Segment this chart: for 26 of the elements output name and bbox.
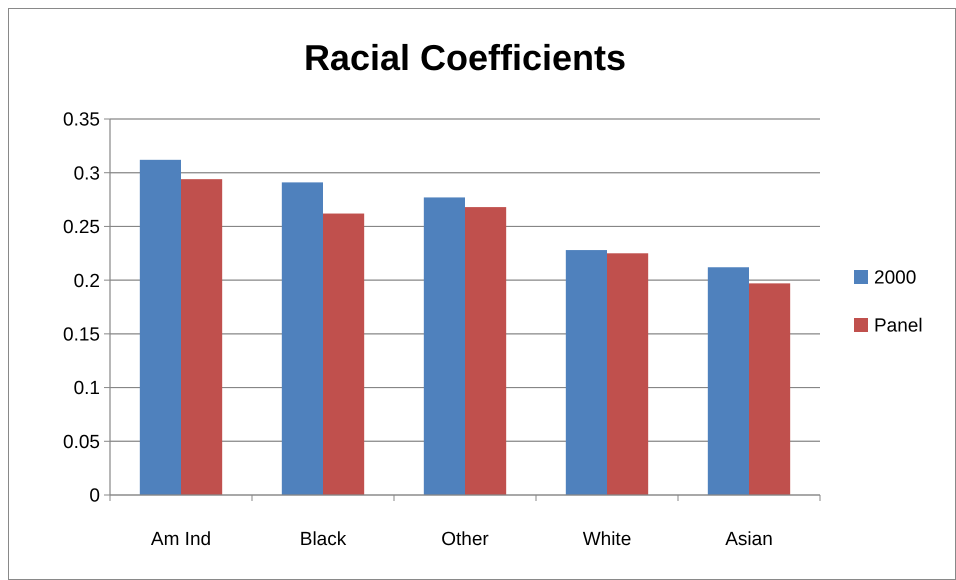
y-tick-label: 0.25 xyxy=(63,217,100,238)
bar xyxy=(465,207,506,495)
chart-title: Racial Coefficients xyxy=(304,37,626,78)
y-tick-label: 0.2 xyxy=(74,270,100,292)
bar xyxy=(323,214,364,495)
x-tick-label: Am Ind xyxy=(150,529,212,550)
y-tick-label: 0.35 xyxy=(63,110,100,131)
y-tick-label: 0.3 xyxy=(74,163,100,184)
bar xyxy=(282,182,323,495)
x-tick-label: Black xyxy=(300,529,347,550)
bar xyxy=(749,283,790,495)
legend-label: 2000 xyxy=(874,268,916,289)
bar xyxy=(424,197,465,495)
y-tick-label: 0.05 xyxy=(63,432,100,453)
y-tick-label: 0.1 xyxy=(74,378,100,400)
bar xyxy=(140,160,181,495)
legend-label: Panel xyxy=(874,316,923,337)
x-tick-label: Other xyxy=(441,529,490,550)
x-tick-label: Asian xyxy=(725,529,773,550)
bar xyxy=(607,253,648,495)
x-tick-label: White xyxy=(582,529,632,550)
bar xyxy=(566,250,607,495)
bar xyxy=(708,267,749,495)
y-tick-label: 0.15 xyxy=(63,324,100,346)
bar xyxy=(181,179,222,495)
y-tick-label: 0 xyxy=(89,486,100,507)
